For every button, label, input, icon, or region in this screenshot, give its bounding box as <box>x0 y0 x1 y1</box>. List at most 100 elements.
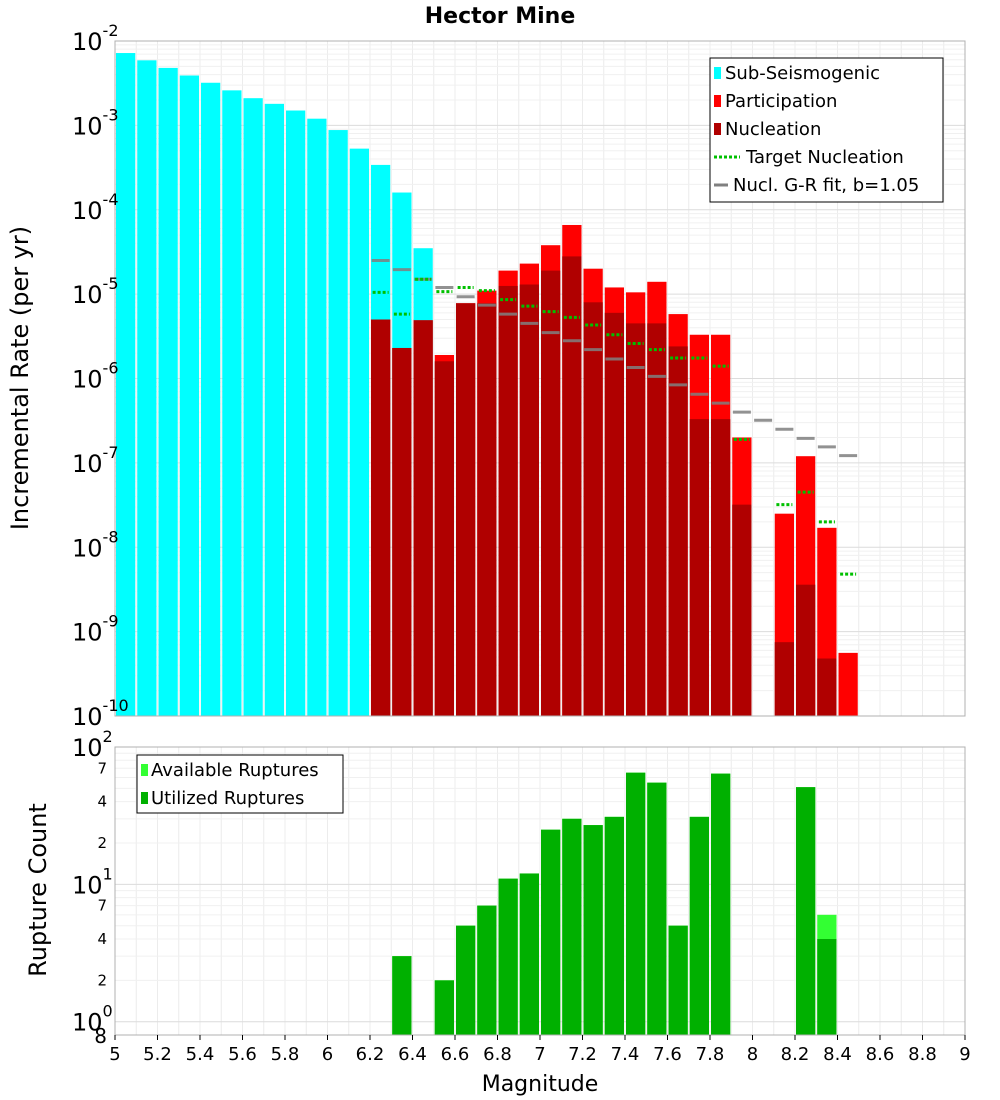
nucleation-bar <box>626 323 646 716</box>
x-tick-label: 6 <box>322 1044 333 1065</box>
sub-seismogenic-bar <box>286 110 306 716</box>
x-tick-label: 8.2 <box>781 1044 810 1065</box>
x-tick-label: 8.6 <box>866 1044 895 1065</box>
y-tick-label: 10-6 <box>72 359 119 394</box>
x-tick-label: 6.8 <box>483 1044 512 1065</box>
nucleation-bar <box>541 270 561 716</box>
y-tick-label: 10-3 <box>72 105 119 140</box>
legend-swatch <box>141 764 148 776</box>
legend-label: Target Nucleation <box>745 147 904 168</box>
utilized-ruptures-bar <box>604 816 624 1035</box>
nucleation-bar <box>668 346 688 716</box>
x-tick-label: 5.2 <box>143 1044 172 1065</box>
top-y-ticks: 10-2 10-3 10-4 10-5 10-6 10-7 10-8 10-9 10-10 <box>72 21 129 731</box>
legend-swatch <box>714 123 721 135</box>
legend-label: Nucleation <box>725 119 821 140</box>
top-y-axis-label: Incremental Rate (per yr) <box>6 226 34 530</box>
sub-seismogenic-bar <box>307 118 327 716</box>
y-minor-tick-label: 4 <box>97 793 107 811</box>
x-tick-label: 7.4 <box>611 1044 640 1065</box>
x-tick-label: 5 <box>109 1044 120 1065</box>
legend-label: Sub-Seismogenic <box>725 63 880 84</box>
utilized-ruptures-bar <box>817 939 837 1035</box>
x-tick-label: 7.2 <box>568 1044 597 1065</box>
sub-seismogenic-bar <box>158 67 178 717</box>
nucleation-bar <box>647 323 667 716</box>
legend-swatch <box>141 792 148 804</box>
utilized-ruptures-bar <box>541 829 561 1035</box>
x-axis-label: Magnitude <box>482 1072 599 1097</box>
nucleation-bar <box>604 312 624 716</box>
nucleation-bar <box>732 504 752 716</box>
y-tick-label: 10-8 <box>72 527 119 562</box>
sub-seismogenic-bar <box>349 148 369 716</box>
x-tick-label: 7.6 <box>653 1044 682 1065</box>
utilized-ruptures-bar <box>668 925 688 1035</box>
legend-item-nucleation: Nucleation <box>714 119 821 140</box>
sub-seismogenic-bar <box>222 90 242 716</box>
sub-seismogenic-bar <box>116 53 136 716</box>
y-minor-tick-label: 7 <box>97 897 107 915</box>
x-tick-label: 5.4 <box>186 1044 215 1065</box>
nucleation-bar <box>498 285 518 716</box>
utilized-ruptures-bar <box>647 782 667 1035</box>
y-tick-label: 10-9 <box>72 612 119 647</box>
utilized-ruptures-bar <box>583 825 603 1035</box>
utilized-ruptures-bar <box>477 905 497 1035</box>
legend-swatch <box>714 67 721 79</box>
x-tick-label: 6.6 <box>441 1044 470 1065</box>
y-tick-label: 10-10 <box>72 696 129 731</box>
legend-item-target-nucleation: Target Nucleation <box>714 147 904 168</box>
nucleation-bar <box>371 319 391 716</box>
rate-plot: 10-2 10-3 10-4 10-5 10-6 10-7 10-8 10-9 10-10 Sub… <box>72 21 966 731</box>
utilized-ruptures-bar <box>562 818 582 1035</box>
utilized-ruptures-bar <box>711 773 731 1035</box>
nucleation-bar <box>817 658 837 716</box>
x-tick-label: 8.4 <box>823 1044 852 1065</box>
series-target-nucleation <box>372 277 857 576</box>
nucleation-bar <box>434 361 454 716</box>
nucleation-bar <box>477 303 497 716</box>
sub-seismogenic-bar <box>264 103 284 717</box>
nucleation-bar <box>796 584 816 716</box>
bottom-y-axis-label: Rupture Count <box>24 803 52 977</box>
legend-swatch <box>714 95 721 107</box>
series-nucleation <box>371 256 837 716</box>
legend-label: Nucl. G-R fit, b=1.05 <box>733 175 919 196</box>
nucleation-bar <box>392 347 412 716</box>
utilized-ruptures-bar <box>796 787 816 1035</box>
plot-frame <box>114 40 966 717</box>
legend-box <box>136 754 344 814</box>
nucleation-bar <box>519 284 539 716</box>
nucleation-bar <box>689 419 709 716</box>
x-tick-label: 8.8 <box>908 1044 937 1065</box>
series-gr-fit <box>371 259 858 458</box>
sub-seismogenic-bar <box>137 60 157 717</box>
sub-seismogenic-bar <box>201 82 221 716</box>
y-minor-tick-label: 2 <box>97 971 107 989</box>
utilized-ruptures-bar <box>519 873 539 1035</box>
legend-item-utilized-ruptures: Utilized Ruptures <box>141 788 304 809</box>
y-tick-label: 10-7 <box>72 443 119 478</box>
nucleation-bar <box>562 256 582 716</box>
chart-title: Hector Mine <box>425 4 576 29</box>
utilized-ruptures-bar <box>498 878 518 1035</box>
x-tick-label: 7.8 <box>696 1044 725 1065</box>
series-utilized-ruptures <box>392 772 837 1035</box>
legend-item-available-ruptures: Available Ruptures <box>141 760 319 781</box>
x-tick-label: 9 <box>959 1044 970 1065</box>
legend-item-sub-seismogenic: Sub-Seismogenic <box>714 63 880 84</box>
legend-label: Participation <box>725 91 837 112</box>
nucleation-bar <box>774 642 794 716</box>
x-tick-label: 7 <box>534 1044 545 1065</box>
y-tick-label: 10-4 <box>72 190 119 225</box>
x-tick-label: 8 <box>747 1044 758 1065</box>
y-minor-tick-label: 8 <box>94 1024 107 1048</box>
legend-item-nucl-g-r-fit-b-1-05: Nucl. G-R fit, b=1.05 <box>714 175 919 196</box>
bottom-y-ticks: 102 101 100 7 4 2 7 4 2 8 <box>72 727 113 1048</box>
sub-seismogenic-bar <box>328 130 348 717</box>
sub-seismogenic-bar <box>179 75 199 717</box>
x-tick-label: 5.6 <box>228 1044 257 1065</box>
